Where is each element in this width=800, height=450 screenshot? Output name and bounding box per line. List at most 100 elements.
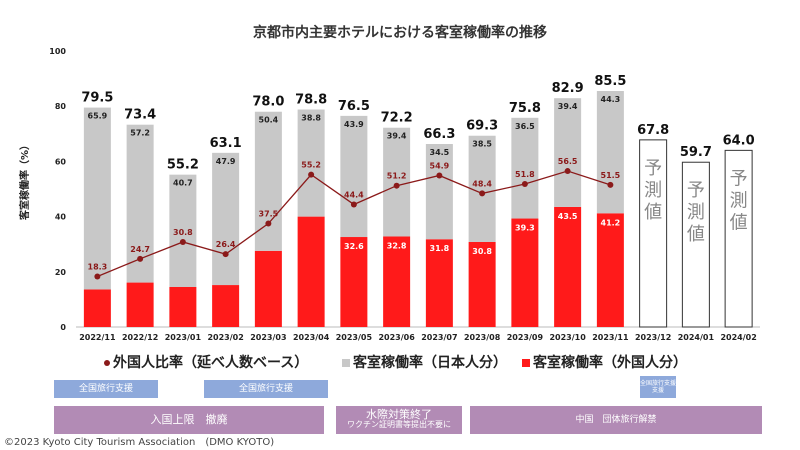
bar-domestic-label: 44.3	[601, 95, 621, 104]
y-tick-label: 100	[49, 47, 66, 56]
bar-domestic-label: 34.5	[430, 148, 450, 157]
legend-line-marker	[104, 360, 110, 366]
bar-foreign	[554, 206, 582, 327]
y-tick-label: 60	[55, 157, 67, 166]
bar-foreign	[340, 237, 368, 327]
bar-total-label: 85.5	[594, 74, 626, 89]
bar-domestic	[254, 111, 282, 251]
bar-total-label: 64.0	[723, 133, 755, 148]
event-border-measures-ended: 水際対策終了 ワクチン証明書等提出不要に	[336, 406, 462, 434]
bar-domestic	[425, 144, 453, 240]
bar-foreign	[596, 213, 624, 327]
bar-total-label: 67.8	[637, 123, 669, 138]
ratio-point-label: 48.4	[472, 179, 492, 188]
bar-foreign-label: 32.6	[344, 242, 364, 251]
ratio-point-label: 51.5	[601, 171, 621, 180]
bar-domestic-label: 43.9	[344, 120, 364, 129]
x-tick-label: 2023/01	[165, 333, 202, 342]
ratio-point	[222, 251, 229, 258]
bar-forecast	[724, 149, 753, 328]
ratio-point	[436, 172, 443, 179]
ratio-point	[350, 201, 357, 208]
bar-domestic	[596, 91, 624, 214]
bar-foreign	[425, 239, 453, 327]
ratio-point	[393, 182, 400, 189]
event-label: 全国旅行支援	[640, 380, 677, 387]
x-tick-label: 2023/11	[592, 333, 629, 342]
bar-foreign-label: 43.5	[558, 212, 578, 221]
ratio-point-label: 56.5	[558, 157, 578, 166]
bar-domestic	[383, 127, 411, 237]
y-tick-label: 80	[55, 102, 67, 111]
bar-total-label: 72.2	[381, 111, 413, 126]
bar-domestic	[340, 115, 368, 238]
x-tick-label: 2022/11	[79, 333, 116, 342]
legend-line-label: 外国人比率（延べ人数ベース）	[113, 355, 309, 371]
ratio-point	[94, 273, 101, 280]
event-travel-support-2: 全国旅行支援	[204, 380, 328, 398]
bar-total-label: 78.0	[252, 95, 284, 110]
x-tick-label: 2023/12	[635, 333, 671, 342]
legend-foreign-marker	[522, 359, 530, 367]
y-tick-label: 20	[55, 268, 67, 277]
y-tick-label: 0	[60, 323, 66, 332]
ratio-point	[521, 181, 528, 188]
bar-total-label: 79.5	[81, 91, 113, 106]
bar-domestic-label: 50.4	[259, 116, 279, 125]
ratio-point	[137, 255, 144, 262]
ratio-point	[308, 171, 315, 178]
bar-foreign	[254, 250, 282, 327]
bar-domestic	[297, 109, 325, 217]
bar-forecast	[681, 161, 710, 328]
event-label: 入国上限 撤廃	[150, 413, 228, 426]
forecast-label-char: 測	[644, 180, 662, 201]
x-tick-label: 2023/10	[549, 333, 586, 342]
bar-domestic	[169, 174, 197, 287]
x-tick-label: 2023/05	[336, 333, 373, 342]
bar-foreign	[169, 286, 197, 327]
bar-foreign	[126, 282, 154, 327]
ratio-point	[479, 190, 486, 197]
forecast-label-char: 測	[730, 190, 748, 211]
ratio-point-label: 51.8	[515, 170, 535, 179]
ratio-point-label: 54.9	[430, 161, 450, 170]
bar-foreign-label: 30.8	[472, 247, 492, 256]
forecast-label-char: 値	[730, 212, 748, 233]
bar-foreign	[468, 241, 496, 327]
copyright: ©2023 Kyoto City Tourism Association (DM…	[4, 437, 275, 448]
bar-total-label: 73.4	[124, 107, 156, 122]
bar-foreign	[83, 289, 111, 327]
chart-title: 京都市内主要ホテルにおける客室稼働率の推移	[253, 25, 547, 41]
x-tick-label: 2023/03	[250, 333, 286, 342]
ratio-point-label: 37.5	[259, 210, 279, 219]
bar-total-label: 55.2	[167, 158, 199, 173]
x-tick-label: 2023/08	[464, 333, 501, 342]
bar-total-label: 66.3	[423, 127, 455, 142]
x-tick-label: 2024/02	[720, 333, 756, 342]
ratio-point	[564, 168, 571, 175]
bar-foreign-label: 31.8	[430, 244, 450, 253]
bar-domestic	[212, 152, 240, 286]
bar-foreign	[383, 236, 411, 327]
bar-domestic-label: 36.5	[515, 122, 535, 131]
bar-total-label: 63.1	[210, 136, 242, 151]
bar-domestic-label: 38.8	[301, 114, 321, 123]
ratio-point	[179, 238, 186, 245]
event-travel-support-3: 全国旅行支援 支援	[640, 376, 676, 398]
bar-domestic	[511, 117, 539, 219]
forecast-label-char: 値	[644, 202, 662, 223]
forecast-label-char: 予	[730, 168, 748, 189]
x-tick-label: 2024/01	[678, 333, 715, 342]
ratio-point	[265, 220, 272, 227]
event-travel-support-1: 全国旅行支援	[54, 380, 158, 398]
x-tick-label: 2023/04	[293, 333, 330, 342]
ratio-point-label: 44.4	[344, 190, 364, 199]
x-tick-label: 2023/09	[507, 333, 544, 342]
event-sublabel: 支援	[651, 387, 664, 394]
event-entry-cap-removed: 入国上限 撤廃	[54, 406, 324, 434]
bar-foreign-label: 39.3	[515, 224, 535, 233]
bar-domestic-label: 47.9	[216, 157, 236, 166]
bar-domestic-label: 57.2	[130, 129, 150, 138]
bar-total-label: 75.8	[509, 101, 541, 116]
bar-domestic-label: 38.5	[472, 140, 492, 149]
